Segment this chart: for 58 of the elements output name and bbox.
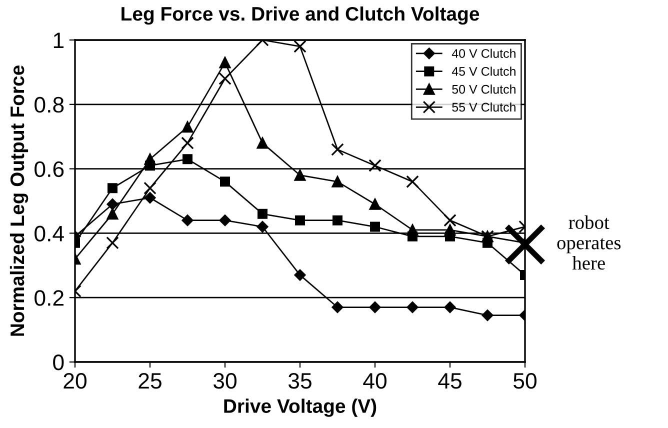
point: [369, 302, 381, 314]
point: [444, 224, 456, 236]
x-tick-label: 50: [514, 373, 536, 389]
y-tick-label: 0.2: [34, 290, 64, 306]
y-axis-title: Normalized Leg Output Force: [10, 66, 28, 336]
point: [406, 224, 418, 236]
x-tick-label: 35: [288, 373, 312, 389]
point: [106, 236, 119, 250]
point: [295, 215, 305, 226]
point: [220, 176, 230, 187]
x-axis-title: Drive Voltage (V): [224, 398, 376, 417]
point: [219, 214, 231, 226]
point: [144, 153, 156, 165]
point: [294, 269, 306, 281]
point: [331, 143, 344, 156]
point: [444, 302, 456, 314]
point: [258, 208, 268, 219]
point: [332, 215, 342, 226]
point: [106, 208, 118, 220]
point: [482, 310, 494, 322]
legend-label: 45 V Clutch: [452, 66, 516, 76]
x-tick-label: 45: [438, 373, 462, 389]
legend-label: 50 V Clutch: [452, 84, 516, 94]
y-tick-label: 0.8: [34, 96, 64, 113]
y-tick-label: 0.4: [34, 226, 64, 242]
point: [182, 121, 194, 133]
point: [182, 154, 192, 164]
point: [294, 170, 306, 181]
point: [181, 136, 194, 150]
x-tick-label: 40: [363, 373, 386, 389]
point: [294, 40, 306, 53]
x-tick-label: 25: [138, 373, 162, 389]
x-tick-label: 20: [64, 373, 86, 389]
point: [182, 214, 194, 226]
y-tick-label: 1: [54, 32, 64, 48]
y-tick-label: 0.6: [34, 161, 64, 178]
x-tick-label: 30: [213, 373, 236, 389]
point: [219, 56, 231, 68]
point: [108, 183, 118, 194]
point: [332, 176, 344, 188]
chart-title: Leg Force vs. Drive and Clutch Voltage: [122, 6, 480, 25]
legend-label: 55 V Clutch: [452, 102, 516, 112]
point: [256, 221, 268, 233]
point: [369, 198, 381, 210]
point: [370, 222, 380, 232]
point: [106, 198, 118, 210]
point: [406, 175, 419, 188]
point: [444, 214, 456, 227]
point: [406, 302, 418, 314]
point: [256, 137, 268, 149]
y-tick-label: 0: [53, 354, 64, 370]
point: [144, 192, 156, 204]
point: [368, 159, 382, 172]
point: [218, 72, 232, 86]
annotation: robot operates here: [557, 215, 621, 270]
point: [144, 182, 156, 195]
point: [332, 302, 344, 314]
legend-label: 40 V Clutch: [452, 48, 516, 58]
